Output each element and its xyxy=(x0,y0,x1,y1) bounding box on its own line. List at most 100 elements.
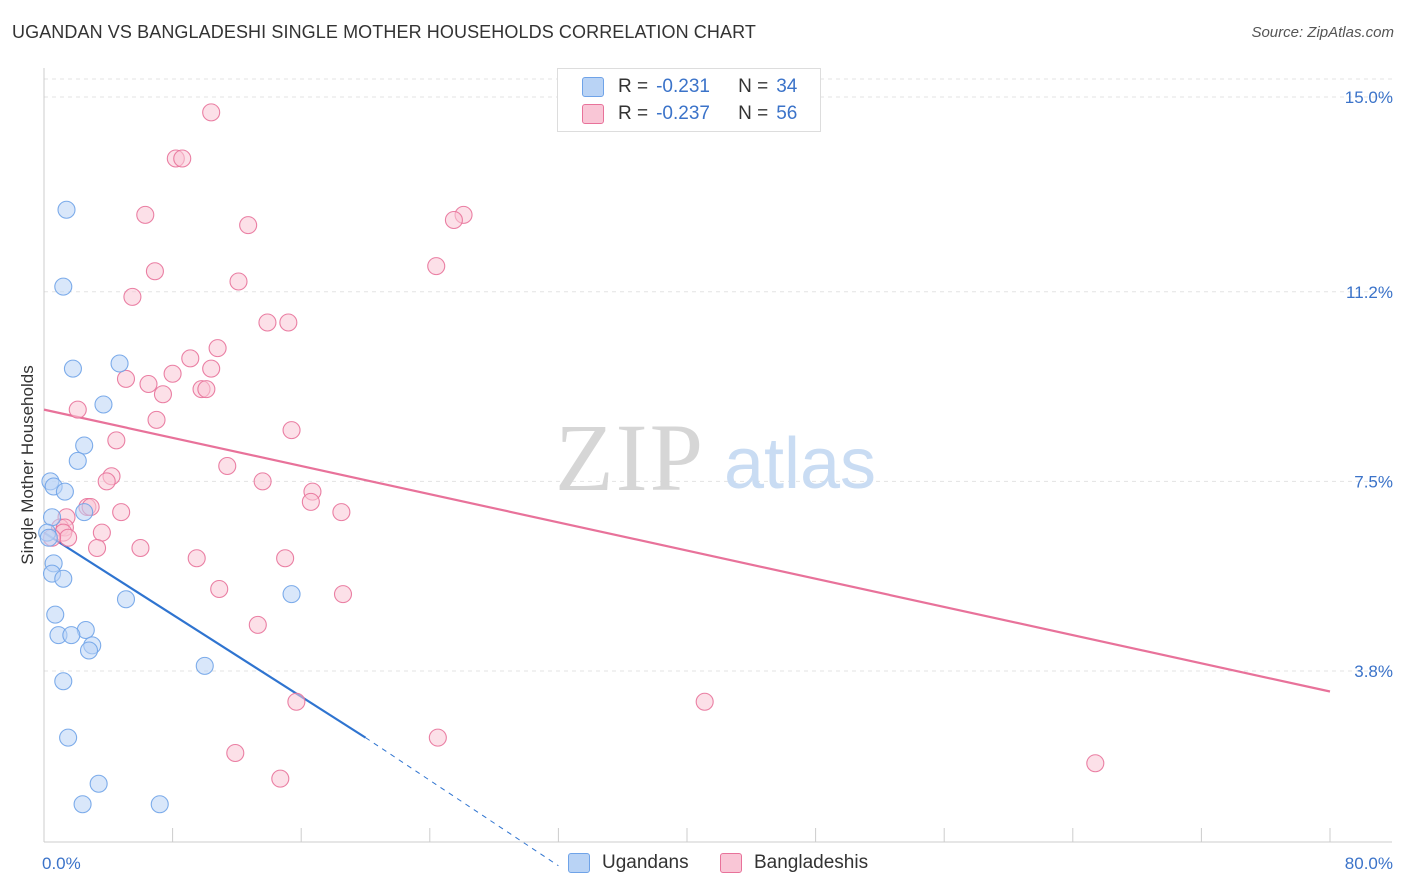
point-ugandans xyxy=(62,626,81,645)
points-layer xyxy=(38,103,1105,814)
point-bangladeshis xyxy=(208,339,227,358)
grid-layer xyxy=(44,78,1392,672)
point-bangladeshis xyxy=(92,523,111,542)
point-ugandans xyxy=(63,359,82,378)
point-bangladeshis xyxy=(333,585,353,604)
legend-r-label: R = xyxy=(618,103,649,124)
point-bangladeshis xyxy=(97,472,116,491)
x-tick-label: 0.0% xyxy=(42,854,81,873)
point-ugandans xyxy=(75,503,94,522)
point-bangladeshis xyxy=(123,287,142,306)
watermark-layer: ZIP atlas xyxy=(555,404,876,511)
point-bangladeshis xyxy=(153,385,173,404)
point-bangladeshis xyxy=(427,257,446,276)
point-ugandans xyxy=(54,277,73,296)
legend-row-bangladeshis: R = -0.237 N = 56 xyxy=(582,101,797,127)
legend-r-value: -0.237 xyxy=(656,103,710,124)
point-bangladeshis xyxy=(248,615,267,634)
point-bangladeshis xyxy=(202,103,221,122)
point-ugandans xyxy=(89,774,108,793)
point-ugandans xyxy=(54,569,73,588)
axis-layer xyxy=(43,68,1392,843)
point-ugandans xyxy=(68,451,87,470)
bottom-legend-ugandans: Ugandans xyxy=(568,852,689,874)
bottom-legend: Ugandans Bangladeshis xyxy=(0,852,1406,876)
point-ugandans xyxy=(55,482,74,501)
bottom-legend-swatch-bangladeshis xyxy=(720,853,742,873)
point-bangladeshis xyxy=(163,364,182,383)
point-bangladeshis xyxy=(428,728,447,747)
point-bangladeshis xyxy=(87,538,107,558)
point-ugandans xyxy=(75,436,94,455)
point-bangladeshis xyxy=(239,216,258,235)
point-ugandans xyxy=(42,508,62,527)
bottom-legend-label-bangladeshis: Bangladeshis xyxy=(754,852,869,873)
watermark-zip: ZIP xyxy=(555,404,705,511)
legend-n-label: N = xyxy=(738,76,769,97)
point-ugandans xyxy=(39,528,58,547)
point-ugandans xyxy=(116,590,136,609)
point-ugandans xyxy=(195,656,214,675)
bottom-legend-label-ugandans: Ugandans xyxy=(602,852,689,873)
bottom-legend-swatch-ugandans xyxy=(568,853,590,873)
legend-n-label: N = xyxy=(738,103,769,124)
point-ugandans xyxy=(94,395,113,414)
x-tick-label: 80.0% xyxy=(1345,854,1393,873)
point-bangladeshis xyxy=(187,549,206,568)
point-bangladeshis xyxy=(112,503,131,522)
point-ugandans xyxy=(57,200,76,219)
point-bangladeshis xyxy=(131,538,150,558)
point-bangladeshis xyxy=(282,421,301,440)
point-bangladeshis xyxy=(276,549,295,568)
point-bangladeshis xyxy=(258,313,277,332)
point-bangladeshis xyxy=(695,692,714,711)
point-bangladeshis xyxy=(287,692,306,711)
legend-swatch-bangladeshis xyxy=(582,104,604,124)
legend-n-value: 56 xyxy=(776,103,798,124)
point-bangladeshis xyxy=(226,743,245,763)
chart-source: Source: ZipAtlas.com xyxy=(1251,24,1394,41)
tick-label-layer: 3.8% 7.5% 11.2% 15.0% 0.0% 80.0% xyxy=(42,88,1393,873)
point-bangladeshis xyxy=(229,272,248,291)
point-bangladeshis xyxy=(139,374,158,394)
point-bangladeshis xyxy=(197,380,216,399)
point-bangladeshis xyxy=(107,431,126,450)
y-tick-label: 3.8% xyxy=(1354,662,1393,681)
watermark-atlas: atlas xyxy=(724,424,876,504)
trend-line-bangladeshis xyxy=(43,408,1331,693)
point-ugandans xyxy=(59,728,78,747)
point-ugandans xyxy=(282,585,301,604)
point-bangladeshis xyxy=(332,503,351,522)
legend-swatch-ugandans xyxy=(582,77,604,97)
point-bangladeshis xyxy=(301,492,320,511)
point-bangladeshis xyxy=(202,359,221,378)
point-bangladeshis xyxy=(218,456,237,476)
y-axis-label-wrap: Single Mother Households xyxy=(16,120,40,810)
point-ugandans xyxy=(79,641,99,660)
trend-line-ugandans xyxy=(43,531,367,739)
legend-box: R = -0.231 N = 34 R = -0.237 N = 56 xyxy=(557,68,821,132)
point-bangladeshis xyxy=(116,369,136,388)
point-bangladeshis xyxy=(173,149,192,168)
y-tick-label: 11.2% xyxy=(1346,283,1393,302)
point-ugandans xyxy=(150,795,169,814)
y-axis-label: Single Mother Households xyxy=(18,365,37,565)
point-bangladeshis xyxy=(271,769,290,788)
trend-layer xyxy=(43,408,1331,867)
y-tick-label: 15.0% xyxy=(1345,88,1393,107)
point-bangladeshis xyxy=(1086,754,1105,773)
point-bangladeshis xyxy=(253,472,272,491)
point-bangladeshis xyxy=(145,262,164,281)
point-bangladeshis xyxy=(68,400,87,419)
point-ugandans xyxy=(54,672,73,691)
legend-r-value: -0.231 xyxy=(656,76,710,97)
point-ugandans xyxy=(46,605,65,624)
y-tick-label: 7.5% xyxy=(1354,472,1393,491)
point-bangladeshis xyxy=(136,205,155,224)
legend-r-label: R = xyxy=(618,76,649,97)
trend-line-ugandans-extension xyxy=(365,737,559,867)
chart-title: UGANDAN VS BANGLADESHI SINGLE MOTHER HOU… xyxy=(12,22,756,42)
point-ugandans xyxy=(73,795,92,814)
point-bangladeshis xyxy=(210,579,229,599)
